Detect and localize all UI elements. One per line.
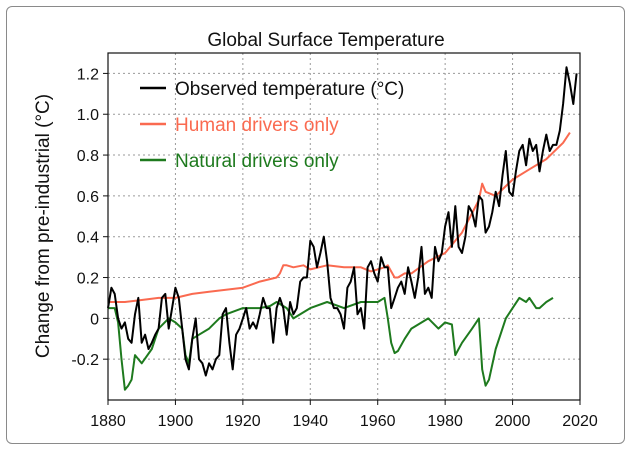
- legend-item-human-drivers-only: Human drivers only: [140, 115, 339, 136]
- legend: Observed temperature (°C) Human drivers o…: [140, 79, 404, 172]
- x-tick-label: 2000: [495, 413, 531, 430]
- y-tick-label: 0.8: [77, 148, 99, 165]
- x-tick-label: 1880: [90, 413, 126, 430]
- legend-item-natural-drivers-only: Natural drivers only: [140, 151, 339, 172]
- x-tick-label: 1920: [225, 413, 261, 430]
- y-tick-label: 1.2: [77, 66, 99, 83]
- y-tick-label: 0.6: [77, 189, 99, 206]
- chart-frame: [6, 6, 625, 444]
- y-tick-label: 0: [90, 311, 99, 328]
- series-layer: [107, 66, 578, 391]
- legend-label: Observed temperature (°C): [175, 79, 404, 100]
- series-line-observed-temperature-c: [107, 66, 578, 377]
- chart-title: Global Surface Temperature: [207, 30, 444, 51]
- legend-label: Human drivers only: [175, 115, 339, 136]
- series-line-natural-drivers-only: [108, 296, 554, 391]
- x-tick-label: 1960: [360, 413, 396, 430]
- legend-label: Natural drivers only: [175, 151, 339, 172]
- series-line-human-drivers-only: [108, 132, 571, 303]
- x-tick-label: 1940: [292, 413, 328, 430]
- x-tick-label: 2020: [562, 413, 598, 430]
- legend-item-observed-temperature-c: Observed temperature (°C): [140, 79, 404, 100]
- y-axis: -0.2 0 0.2 0.4 0.6 0.8 1.0 1.2: [71, 66, 108, 369]
- plot-area-border: [107, 52, 581, 401]
- x-axis: 1880 1900 1920 1940 1960 1980 2000 2020: [90, 400, 598, 430]
- y-axis-label: Change from pre-industrial (°C): [33, 94, 54, 358]
- y-tick-label: 1.0: [77, 107, 99, 124]
- y-tick-label: -0.2: [71, 352, 99, 369]
- grid: [108, 53, 580, 400]
- y-tick-label: 0.4: [77, 230, 99, 247]
- y-tick-label: 0.2: [77, 271, 99, 288]
- x-tick-label: 1980: [427, 413, 463, 430]
- x-tick-label: 1900: [158, 413, 194, 430]
